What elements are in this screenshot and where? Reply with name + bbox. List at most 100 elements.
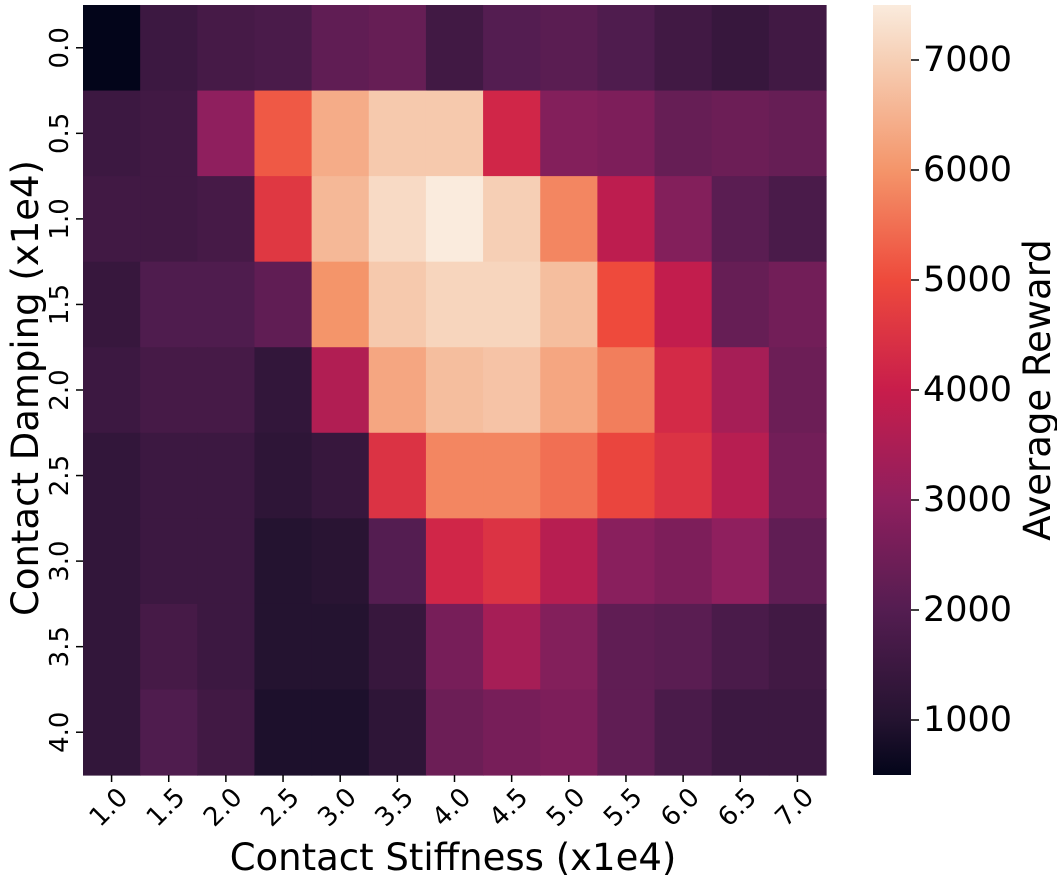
heatmap-cell [483,689,541,776]
heatmap-cell [140,5,198,92]
heatmap-cell [711,261,770,348]
heatmap-cell [254,261,313,348]
heatmap-cell [483,432,541,519]
heatmap-cell [540,90,598,177]
colorbar-tick-label: 5000 [923,260,1012,300]
heatmap-cell [368,603,427,691]
heatmap-cell [311,518,370,605]
heatmap-cell [368,261,427,348]
heatmap-cell [311,176,370,263]
y-axis-label: Contact Damping (x1e4) [4,160,47,616]
heatmap-cell [254,518,313,605]
heatmap-cell [197,261,256,348]
heatmap-cell [654,5,713,92]
heatmap-cell [768,261,827,348]
x-tick-label: 3.0 [312,782,362,832]
heatmap-cell [597,90,656,177]
x-tick-label: 4.0 [427,782,477,832]
colorbar-tick-label: 3000 [923,480,1012,520]
heatmap-cell [197,689,256,776]
heatmap-cell [483,176,541,263]
heatmap-cell [197,347,256,434]
heatmap-cell [711,176,770,263]
heatmap-cell [83,176,141,263]
y-tick-label: 2.0 [45,369,75,410]
x-tick-label: 6.5 [712,782,762,832]
x-tick-label: 5.0 [541,782,591,832]
heatmap-cell [197,603,256,691]
x-tick-labels: 1.0 1.5 2.0 2.5 3.0 3.5 4.0 4.5 5.0 5.5 6.0 6.5 7.0 [84,775,820,833]
heatmap-cell [425,603,484,691]
heatmap-cell [483,5,541,92]
colorbar-tick-label: 1000 [923,700,1012,740]
heatmap-cell [768,432,827,519]
heatmap-cell [654,176,713,263]
heatmap-cell [425,176,484,263]
heatmap-cell [540,347,598,434]
heatmap-cell [311,347,370,434]
heatmap-cell [140,176,198,263]
heatmap-cell [83,432,141,519]
heatmap-cell [368,5,427,92]
heatmap-cell [368,518,427,605]
heatmap-cell [483,261,541,348]
heatmap-cell [654,347,713,434]
heatmap-cell [425,432,484,519]
y-tick-labels: 0.0 0.5 1.0 1.5 2.0 2.5 3.0 3.5 4.0 [45,27,83,753]
heatmap-cell [83,603,141,691]
heatmap-cell [540,5,598,92]
heatmap-cell [654,90,713,177]
colorbar-ticks: 1000 2000 3000 4000 5000 6000 7000 [911,40,1012,740]
heatmap-cell [597,689,656,776]
y-tick-label: 0.5 [45,113,75,154]
heatmap-cell [140,261,198,348]
heatmap-cell [83,90,141,177]
colorbar-tick-label: 4000 [923,370,1012,410]
heatmap-cell [597,5,656,92]
heatmap-cell [654,603,713,691]
heatmap-cell [140,347,198,434]
y-tick-label: 3.0 [45,540,75,581]
heatmap-cell [654,261,713,348]
heatmap-cell [768,518,827,605]
x-axis-label: Contact Stiffness (x1e4) [230,836,677,879]
heatmap-cell [483,603,541,691]
heatmap-cell [540,261,598,348]
heatmap-cell [597,176,656,263]
heatmap-cell [254,176,313,263]
heatmap-cell [254,603,313,691]
heatmap-cell [368,347,427,434]
x-tick-label: 2.5 [255,782,305,832]
heatmap-cell [768,90,827,177]
heatmap-cell [597,261,656,348]
heatmap-cell [311,261,370,348]
heatmap-cells [83,5,827,776]
heatmap-cell [597,518,656,605]
heatmap-cell [311,689,370,776]
heatmap-cell [711,432,770,519]
heatmap-cell [597,347,656,434]
heatmap-cell [711,347,770,434]
heatmap-cell [311,432,370,519]
x-tick-label: 2.0 [198,782,248,832]
heatmap-cell [311,5,370,92]
heatmap-cell [711,603,770,691]
heatmap-cell [768,689,827,776]
heatmap-cell [597,432,656,519]
colorbar-label: Average Reward [1016,239,1057,541]
heatmap-cell [540,518,598,605]
heatmap-cell [654,689,713,776]
heatmap-cell [140,603,198,691]
x-tick-label: 4.5 [484,782,534,832]
x-tick-label: 6.0 [655,782,705,832]
x-tick-label: 1.0 [84,782,134,832]
heatmap-cell [540,432,598,519]
heatmap-cell [368,90,427,177]
y-tick-label: 4.0 [45,712,75,753]
heatmap-cell [83,5,141,92]
heatmap-cell [83,518,141,605]
heatmap-cell [483,347,541,434]
y-tick-label: 2.5 [45,455,75,496]
heatmap-cell [483,90,541,177]
